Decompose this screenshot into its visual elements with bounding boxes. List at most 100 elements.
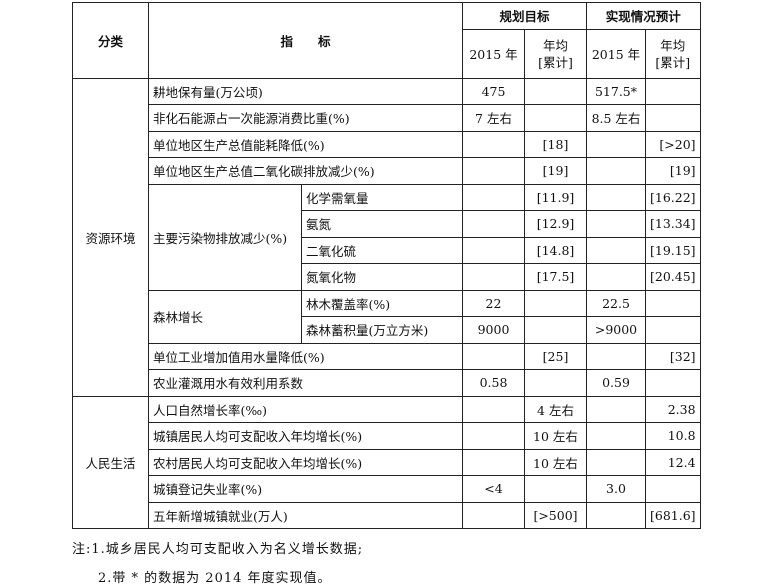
table-row: 农业灌溉用水有效利用系数 0.58 0.59 <box>73 369 701 397</box>
actual-2015-cell <box>586 130 646 158</box>
actual-2015-cell <box>586 501 646 529</box>
indicator-cell: 五年新增城镇就业(万人) <box>148 501 463 529</box>
indicator-cell: 单位地区生产总值能耗降低(%) <box>148 130 463 158</box>
actual-avg-cell <box>645 316 701 344</box>
header-plan: 规划目标 <box>462 2 587 30</box>
plan-avg-cell: [25] <box>524 342 587 370</box>
actual-avg-cell: [681.6] <box>645 501 701 529</box>
plan-avg-cell: [11.9] <box>524 183 587 211</box>
plan-avg-cell: 10 左右 <box>524 422 587 450</box>
plan-2015-cell <box>462 448 525 476</box>
plan-avg-cell <box>524 104 587 132</box>
plan-2015-cell <box>462 157 525 185</box>
footnote-1: 注:1.城乡居民人均可支配收入为名义增长数据; <box>72 542 364 557</box>
table-row: 五年新增城镇就业(万人) [>500] [681.6] <box>73 501 701 529</box>
actual-2015-cell <box>586 342 646 370</box>
targets-table: 分类 指 标 规划目标 实现情况预计 2015 年 年均 [累计] 2015 年 … <box>72 2 701 529</box>
actual-2015-cell <box>586 395 646 423</box>
actual-2015-cell <box>586 263 646 291</box>
plan-2015-cell <box>462 395 525 423</box>
actual-2015-cell: 3.0 <box>586 475 646 503</box>
indicator-cell: 氨氮 <box>301 210 463 238</box>
category-cell: 资源环境 <box>72 77 149 397</box>
indicator-cell: 单位工业增加值用水量降低(%) <box>148 342 463 370</box>
actual-2015-cell <box>586 236 646 264</box>
table-row: 非化石能源占一次能源消费比重(%) 7 左右 8.5 左右 <box>73 104 701 132</box>
plan-avg-cell: [>500] <box>524 501 587 529</box>
actual-avg-cell: [>20] <box>645 130 701 158</box>
actual-2015-cell: 8.5 左右 <box>586 104 646 132</box>
table-row: 氨氮 [12.9] [13.34] <box>73 210 701 238</box>
actual-avg-cell <box>645 475 701 503</box>
indicator-cell: 林木覆盖率(%) <box>301 289 463 317</box>
indicator-cell: 非化石能源占一次能源消费比重(%) <box>148 104 463 132</box>
plan-avg-cell <box>524 316 587 344</box>
header-actual-avg: 年均 [累计] <box>645 28 701 79</box>
plan-avg-cell <box>524 369 587 397</box>
plan-2015-cell: 0.58 <box>462 369 525 397</box>
plan-2015-cell: 22 <box>462 289 525 317</box>
avg-label: 年均 <box>542 37 568 53</box>
plan-2015-cell: 475 <box>462 77 525 105</box>
actual-2015-cell <box>586 183 646 211</box>
actual-avg-cell: 10.8 <box>645 422 701 450</box>
plan-2015-cell <box>462 501 525 529</box>
actual-2015-cell: >9000 <box>586 316 646 344</box>
table-row: 单位地区生产总值能耗降低(%) [18] [>20] <box>73 130 701 158</box>
cumulative-label: [累计] <box>655 54 691 70</box>
table-row: 森林增长 林木覆盖率(%) 22 22.5 <box>73 289 701 344</box>
actual-avg-cell <box>645 77 701 105</box>
group-cell: 森林增长 <box>148 289 302 344</box>
plan-2015-cell <box>462 183 525 211</box>
plan-2015-cell <box>462 236 525 264</box>
actual-2015-cell <box>586 157 646 185</box>
cumulative-label: [累计] <box>538 54 573 70</box>
indicator-cell: 氮氧化物 <box>301 263 463 291</box>
footnote-2: 2.带 * 的数据为 2014 年度实现值。 <box>98 571 332 586</box>
plan-avg-cell <box>524 475 587 503</box>
actual-2015-cell <box>586 448 646 476</box>
actual-avg-cell: 2.38 <box>645 395 701 423</box>
actual-2015-cell: 517.5* <box>586 77 646 105</box>
plan-avg-cell <box>524 77 587 105</box>
plan-2015-cell <box>462 422 525 450</box>
indicator-cell: 化学需氧量 <box>301 183 463 211</box>
indicator-cell: 森林蓄积量(万立方米) <box>301 316 463 344</box>
table-row: 二氧化硫 [14.8] [19.15] <box>73 236 701 264</box>
header-actual: 实现情况预计 <box>586 2 701 30</box>
indicator-cell: 农村居民人均可支配收入年均增长(%) <box>148 448 463 476</box>
actual-2015-cell: 22.5 <box>586 289 646 317</box>
indicator-cell: 二氧化硫 <box>301 236 463 264</box>
group-cell: 主要污染物排放减少(%) <box>148 183 302 291</box>
plan-avg-cell <box>524 289 587 317</box>
table-row: 资源环境 耕地保有量(万公顷) 475 517.5* <box>72 77 701 397</box>
table-row: 氮氧化物 [17.5] [20.45] <box>73 263 701 291</box>
header-plan-2015: 2015 年 <box>462 28 525 79</box>
plan-2015-cell: <4 <box>462 475 525 503</box>
plan-2015-cell <box>462 210 525 238</box>
actual-avg-cell: [19.15] <box>645 236 701 264</box>
table-row: 主要污染物排放减少(%) 化学需氧量 [11.9] [16.22] <box>73 183 701 291</box>
actual-2015-cell <box>586 210 646 238</box>
table-row: 森林蓄积量(万立方米) 9000 >9000 <box>73 316 701 344</box>
plan-2015-cell: 7 左右 <box>462 104 525 132</box>
actual-avg-cell: [19] <box>645 157 701 185</box>
plan-avg-cell: [19] <box>524 157 587 185</box>
table-row: 城镇登记失业率(%) <4 3.0 <box>73 475 701 503</box>
actual-avg-cell <box>645 369 701 397</box>
table-row: 农村居民人均可支配收入年均增长(%) 10 左右 12.4 <box>73 448 701 476</box>
indicator-cell: 单位地区生产总值二氧化碳排放减少(%) <box>148 157 463 185</box>
indicator-cell: 耕地保有量(万公顷) <box>148 77 463 105</box>
plan-2015-cell: 9000 <box>462 316 525 344</box>
indicator-cell: 城镇登记失业率(%) <box>148 475 463 503</box>
header-plan-avg: 年均 [累计] <box>524 28 587 79</box>
actual-avg-cell: [16.22] <box>645 183 701 211</box>
indicator-cell: 城镇居民人均可支配收入年均增长(%) <box>148 422 463 450</box>
table-row: 人民生活 人口自然增长率(‰) 4 左右 2.38 <box>72 395 701 529</box>
actual-avg-cell: 12.4 <box>645 448 701 476</box>
plan-avg-cell: [14.8] <box>524 236 587 264</box>
header-actual-2015: 2015 年 <box>586 28 646 79</box>
header-category: 分类 <box>72 2 149 79</box>
actual-avg-cell <box>645 289 701 317</box>
header-subrow: 2015 年 年均 [累计] 2015 年 年均 [累计] <box>73 28 701 79</box>
